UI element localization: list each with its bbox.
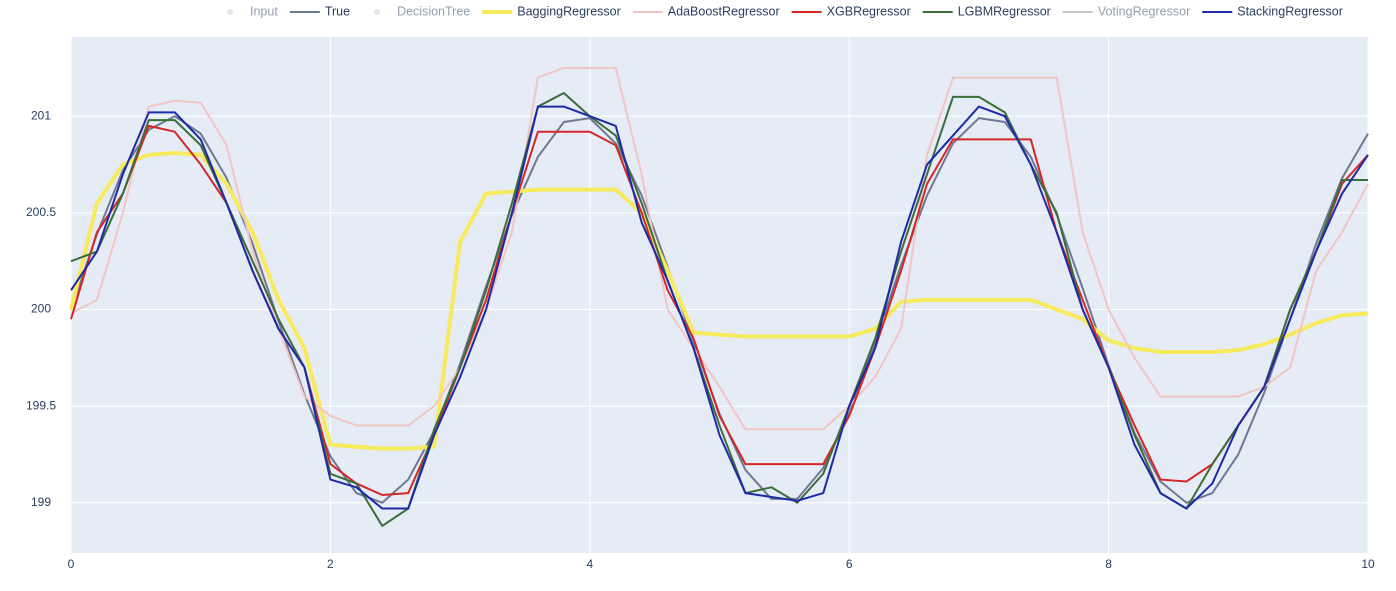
y-tick-label: 199 (31, 495, 51, 509)
legend-label: Input (250, 4, 278, 18)
legend-label: VotingRegressor (1098, 4, 1190, 18)
legend-marker (374, 9, 381, 15)
legend: Input True DecisionTree BaggingRegressor Ada… (227, 4, 1343, 18)
series-line (70, 105, 1369, 510)
legend-label: XGBRegressor (827, 4, 911, 18)
x-tick-label: 6 (846, 557, 853, 571)
plot-background (71, 37, 1368, 553)
legend-label: True (325, 4, 350, 18)
legend-item[interactable]: LGBMRegressor (922, 4, 1051, 18)
legend-item[interactable]: XGBRegressor (791, 4, 911, 18)
x-tick-label: 4 (586, 557, 593, 571)
legend-item[interactable]: AdaBoostRegressor (632, 4, 780, 18)
series-line (70, 92, 1368, 527)
legend-item[interactable]: StackingRegressor (1202, 4, 1343, 18)
legend-label: LGBMRegressor (958, 4, 1051, 18)
legend-label: AdaBoostRegressor (668, 4, 780, 18)
axes: 199 199.5 200 200.5 201 0 2 4 6 8 10 (26, 108, 1375, 571)
legend-marker (227, 9, 233, 15)
x-tick-label: 0 (68, 557, 75, 571)
series-line (70, 66, 1369, 431)
x-tick-label: 8 (1105, 557, 1112, 571)
y-tick-label: 199.5 (26, 398, 56, 412)
legend-item[interactable]: DecisionTree (374, 4, 470, 18)
x-tick-label: 10 (1361, 557, 1375, 571)
legend-item[interactable]: VotingRegressor (1062, 4, 1190, 18)
y-tick-label: 200.5 (26, 205, 56, 219)
legend-item[interactable]: Input (227, 4, 278, 18)
legend-item[interactable]: True (289, 4, 350, 18)
legend-label: DecisionTree (397, 4, 470, 18)
legend-item[interactable]: BaggingRegressor (482, 4, 621, 18)
series-line (69, 150, 1369, 451)
plot-lines (69, 66, 1369, 527)
grid (70, 37, 1369, 553)
legend-label: BaggingRegressor (517, 4, 621, 18)
y-tick-label: 201 (31, 108, 51, 122)
legend-label: StackingRegressor (1237, 4, 1343, 18)
x-tick-label: 2 (327, 557, 334, 571)
y-tick-label: 200 (31, 302, 51, 316)
